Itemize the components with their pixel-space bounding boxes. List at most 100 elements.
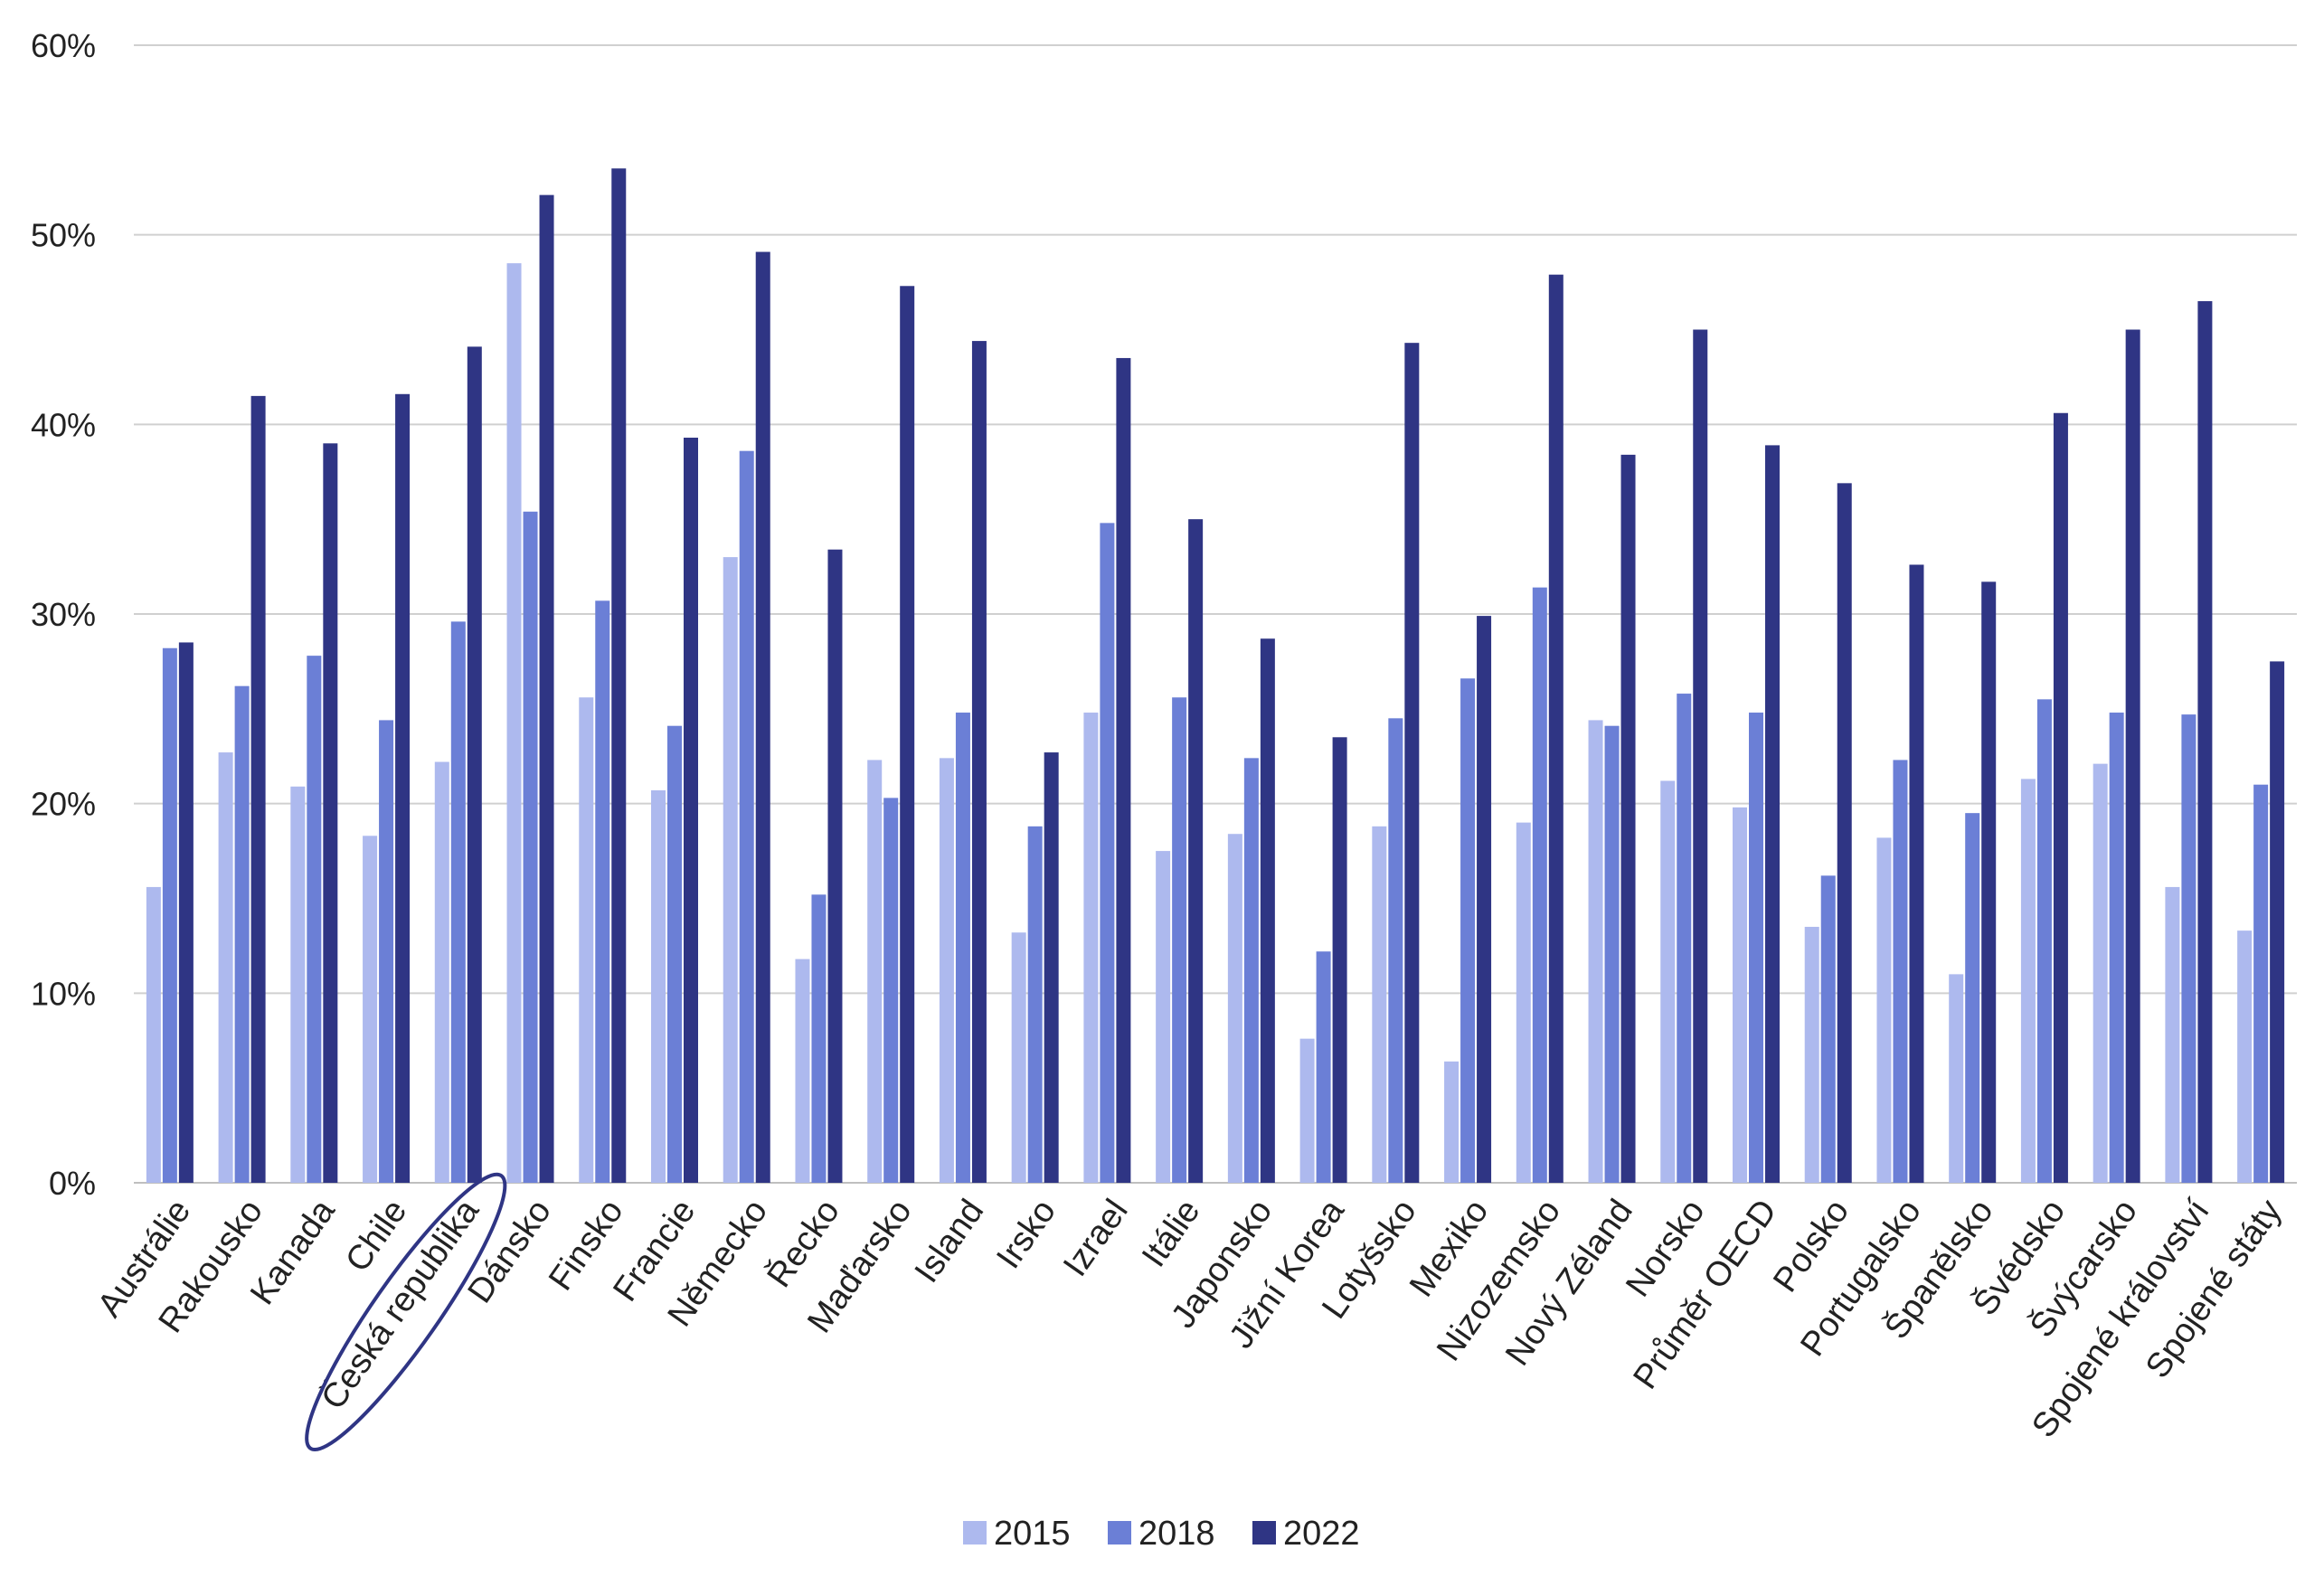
bar-2022 <box>900 286 915 1183</box>
bar-2015 <box>1083 713 1099 1183</box>
bar-2015 <box>1516 822 1531 1183</box>
bar-2015 <box>2237 930 2253 1183</box>
bar-2018 <box>523 511 538 1183</box>
bar-2022 <box>1332 737 1347 1183</box>
bar-2018 <box>739 450 754 1184</box>
y-tick-label: 60% <box>31 27 96 64</box>
grid-lines <box>134 44 2297 1184</box>
bar-2015 <box>795 959 810 1183</box>
x-tick-label: Irsko <box>989 1193 1063 1276</box>
legend-label: 2018 <box>1138 1515 1215 1553</box>
bar-2022 <box>2197 301 2213 1183</box>
bar-2015 <box>1372 826 1387 1183</box>
bar-2018 <box>955 713 970 1183</box>
y-axis-tick-labels: 0% 10% 20% 30% 40% 50% 60% <box>31 27 96 1202</box>
bar-2022 <box>1620 454 1636 1183</box>
bar-2015 <box>1588 720 1603 1183</box>
y-tick-label: 10% <box>31 975 96 1012</box>
bar-2022 <box>1909 564 1924 1183</box>
legend-label: 2022 <box>1283 1515 1360 1553</box>
bar-2018 <box>2109 713 2124 1183</box>
bar-2022 <box>1044 752 1059 1183</box>
x-tick-label: Izrael <box>1056 1193 1136 1283</box>
bar-2018 <box>450 621 466 1183</box>
bar-2015 <box>579 697 594 1183</box>
x-tick-label: Chile <box>338 1193 414 1279</box>
bar-2015 <box>867 760 883 1183</box>
bar-2015 <box>2165 886 2180 1183</box>
bar-2018 <box>595 600 610 1183</box>
bar-2018 <box>1316 951 1331 1183</box>
bar-2018 <box>1677 694 1692 1183</box>
legend: 2015 2018 2022 <box>963 1515 1360 1553</box>
bar-2018 <box>2253 784 2269 1183</box>
bar-2022 <box>2053 412 2068 1184</box>
bar-2015 <box>723 557 738 1183</box>
bar-2018 <box>307 656 322 1183</box>
bar-2015 <box>2093 763 2108 1183</box>
bar-2022 <box>1548 274 1564 1183</box>
bar-2015 <box>290 786 306 1183</box>
bar-2022 <box>467 346 482 1183</box>
bar-2015 <box>1299 1038 1315 1183</box>
highlight-ellipse <box>305 1172 507 1452</box>
bar-2015 <box>218 752 233 1183</box>
bar-2022 <box>323 443 338 1183</box>
bar-2022 <box>250 395 266 1184</box>
bar-2018 <box>162 647 177 1183</box>
bar-2018 <box>1965 813 1980 1183</box>
bar-2018 <box>883 798 899 1183</box>
x-tick-label: Island <box>908 1193 992 1289</box>
bar-2018 <box>667 725 682 1183</box>
y-tick-label: 50% <box>31 217 96 254</box>
x-tick-label: Itálie <box>1135 1193 1207 1274</box>
bar-2022 <box>1260 638 1275 1183</box>
bar-2022 <box>827 549 843 1183</box>
bar-2022 <box>1404 343 1420 1184</box>
bar-2022 <box>539 194 554 1183</box>
bar-2022 <box>611 168 627 1184</box>
bar-2018 <box>1820 875 1836 1183</box>
highlight-ellipse-shape <box>305 1172 507 1452</box>
bar-2018 <box>2036 699 2052 1183</box>
bar-2018 <box>1243 758 1259 1183</box>
bars <box>146 168 2285 1184</box>
bar-2018 <box>1100 523 1115 1183</box>
bar-2022 <box>1765 445 1780 1183</box>
bar-2015 <box>2020 779 2036 1183</box>
bar-2018 <box>1749 713 1763 1183</box>
legend-label: 2015 <box>994 1515 1071 1553</box>
bar-2018 <box>1893 760 1908 1183</box>
y-tick-label: 40% <box>31 406 96 443</box>
y-tick-label: 30% <box>31 596 96 633</box>
bar-2022 <box>1188 519 1204 1183</box>
legend-swatch <box>1252 1521 1276 1544</box>
bar-2018 <box>379 720 394 1183</box>
bar-2015 <box>1876 837 1892 1183</box>
bar-2022 <box>1693 329 1708 1183</box>
bar-2015 <box>1444 1061 1460 1183</box>
bar-2018 <box>1604 725 1620 1183</box>
bar-2022 <box>1477 616 1492 1183</box>
bar-2015 <box>1156 851 1171 1183</box>
bar-2022 <box>2125 329 2140 1183</box>
y-tick-label: 20% <box>31 786 96 823</box>
bar-2018 <box>234 685 250 1183</box>
bar-2015 <box>651 789 666 1183</box>
bar-2022 <box>395 393 411 1184</box>
bar-2022 <box>1837 483 1852 1183</box>
bar-2018 <box>1460 678 1476 1183</box>
bar-2015 <box>1949 974 1964 1183</box>
bar-2018 <box>1388 718 1403 1183</box>
bar-2015 <box>1227 834 1242 1183</box>
bar-2015 <box>939 758 954 1183</box>
bar-2015 <box>363 836 378 1183</box>
y-tick-label: 0% <box>49 1165 96 1202</box>
bar-2015 <box>146 886 161 1183</box>
bar-2015 <box>1011 932 1026 1183</box>
bar-2022 <box>971 341 987 1184</box>
bar-2022 <box>178 642 194 1183</box>
bar-2022 <box>1116 357 1131 1183</box>
